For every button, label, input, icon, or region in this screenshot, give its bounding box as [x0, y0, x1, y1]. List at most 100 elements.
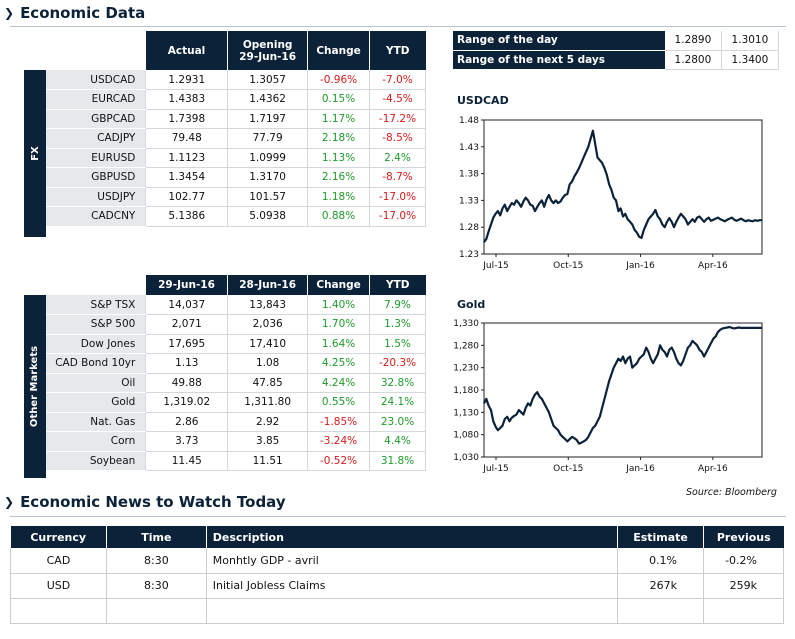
range-low: 1.2890: [665, 31, 722, 51]
range-label: Range of the day: [453, 31, 665, 51]
fx-col-opening: Opening 29-Jun-16: [227, 31, 309, 70]
fx-change: 1.17%: [307, 109, 371, 129]
market-row: S&P 500 2,071 2,036 1.70% 1.3%: [46, 314, 426, 335]
market-label: Dow Jones: [46, 334, 146, 354]
news-col-currency: Currency: [10, 526, 107, 548]
fx-pair-label: USDJPY: [46, 187, 146, 207]
fx-col-actual: Actual: [145, 31, 229, 70]
market-row: Oil 49.88 47.85 4.24% 32.8%: [46, 373, 426, 393]
fx-col-opening-line1: Opening: [242, 38, 293, 51]
news-time: 8:30: [106, 573, 207, 599]
fx-row: EURCAD 1.4383 1.4362 0.15% -4.5%: [46, 89, 426, 110]
gold-chart: 1,330 1,280 1,230 1,180 1,130 1,080 1,030Jul-1…: [453, 319, 763, 474]
market-change: -0.52%: [307, 451, 371, 471]
news-heading: ❯ Economic News to Watch Today: [0, 493, 286, 511]
series-line: [483, 325, 762, 445]
x-tick-label: Oct-15: [553, 464, 583, 474]
fx-opening: 5.0938: [227, 206, 309, 227]
range-row-day: Range of the day 1.2890 1.3010: [453, 31, 780, 51]
market-previous: 1,311.80: [227, 392, 309, 413]
fx-ytd: -4.5%: [369, 89, 426, 110]
fx-ytd: -17.0%: [369, 187, 426, 207]
x-tick-label: Jul-15: [482, 464, 509, 474]
news-time: 8:30: [106, 548, 207, 574]
economic-data-title: Economic Data: [20, 4, 146, 22]
market-ytd: 23.0%: [369, 412, 426, 432]
fx-opening: 1.0999: [227, 148, 309, 168]
other-markets-band-label: Other Markets: [29, 345, 41, 428]
fx-pair-label: GBPCAD: [46, 109, 146, 129]
range-low: 1.2800: [665, 50, 722, 70]
other-markets-band: Other Markets: [24, 295, 46, 478]
range-row-5days: Range of the next 5 days 1.2800 1.3400: [453, 50, 780, 70]
news-table: Currency Time Description Estimate Previ…: [10, 526, 784, 624]
news-currency: USD: [10, 573, 107, 599]
y-tick-label: 1.28: [459, 223, 479, 233]
fx-change: 0.88%: [307, 206, 371, 227]
x-tick-label: Jan-16: [625, 261, 655, 271]
fx-row: GBPCAD 1.7398 1.7197 1.17% -17.2%: [46, 109, 426, 129]
news-row: [10, 598, 784, 624]
market-change: 4.25%: [307, 353, 371, 374]
market-label: S&P 500: [46, 314, 146, 335]
fx-row: CADCNY 5.1386 5.0938 0.88% -17.0%: [46, 206, 426, 227]
market-previous: 11.51: [227, 451, 309, 471]
y-tick-label: 1,030: [453, 453, 479, 463]
market-previous: 17,410: [227, 334, 309, 354]
section-divider: [10, 26, 786, 27]
fx-opening: 101.57: [227, 187, 309, 207]
market-current: 14,037: [145, 295, 229, 315]
fx-band: FX: [24, 70, 46, 237]
news-col-previous: Previous: [703, 526, 784, 548]
market-current: 1.13: [145, 353, 229, 374]
news-time: [106, 598, 207, 624]
market-row: Corn 3.73 3.85 -3.24% 4.4%: [46, 431, 426, 452]
market-label: Soybean: [46, 451, 146, 471]
news-col-estimate: Estimate: [617, 526, 705, 548]
market-previous: 13,843: [227, 295, 309, 315]
market-change: 0.55%: [307, 392, 371, 413]
fx-pair-label: GBPUSD: [46, 167, 146, 188]
news-title: Economic News to Watch Today: [20, 493, 286, 511]
x-tick-label: Oct-15: [553, 261, 583, 271]
market-previous: 47.85: [227, 373, 309, 393]
news-estimate: 0.1%: [617, 548, 705, 574]
range-label: Range of the next 5 days: [453, 50, 665, 70]
news-row: USD 8:30 Initial Jobless Claims 267k 259k: [10, 573, 784, 599]
fx-col-change: Change: [307, 31, 371, 70]
market-previous: 2.92: [227, 412, 309, 432]
news-previous: 259k: [703, 573, 784, 599]
market-ytd: 1.5%: [369, 334, 426, 354]
market-change: 1.70%: [307, 314, 371, 335]
news-estimate: 267k: [617, 573, 705, 599]
y-tick-label: 1,180: [453, 386, 479, 396]
fx-ytd: 2.4%: [369, 148, 426, 168]
market-change: 1.40%: [307, 295, 371, 315]
y-tick-label: 1.38: [459, 170, 479, 180]
news-col-time: Time: [106, 526, 207, 548]
news-description: Monhtly GDP - avril: [206, 548, 619, 574]
markets-col-previous: 28-Jun-16: [227, 275, 309, 295]
market-ytd: 31.8%: [369, 451, 426, 471]
market-label: Corn: [46, 431, 146, 452]
fx-change: 2.16%: [307, 167, 371, 188]
fx-change: -0.96%: [307, 70, 371, 90]
y-tick-label: 1,130: [453, 408, 479, 418]
market-current: 49.88: [145, 373, 229, 393]
market-change: 4.24%: [307, 373, 371, 393]
x-tick-label: Jul-15: [482, 261, 509, 271]
markets-table-body: S&P TSX 14,037 13,843 1.40% 7.9% S&P 500 2,071…: [46, 295, 426, 471]
y-tick-label: 1,230: [453, 364, 479, 374]
news-description: [206, 598, 619, 624]
market-ytd: 1.3%: [369, 314, 426, 335]
market-label: Oil: [46, 373, 146, 393]
market-previous: 1.08: [227, 353, 309, 374]
fx-row: USDCAD 1.2931 1.3057 -0.96% -7.0%: [46, 70, 426, 90]
news-col-description: Description: [206, 526, 619, 548]
fx-pair-label: CADCNY: [46, 206, 146, 227]
y-tick-label: 1,280: [453, 341, 479, 351]
chevron-right-icon: ❯: [4, 6, 15, 20]
y-tick-label: 1.43: [459, 143, 479, 153]
fx-actual: 1.7398: [145, 109, 229, 129]
